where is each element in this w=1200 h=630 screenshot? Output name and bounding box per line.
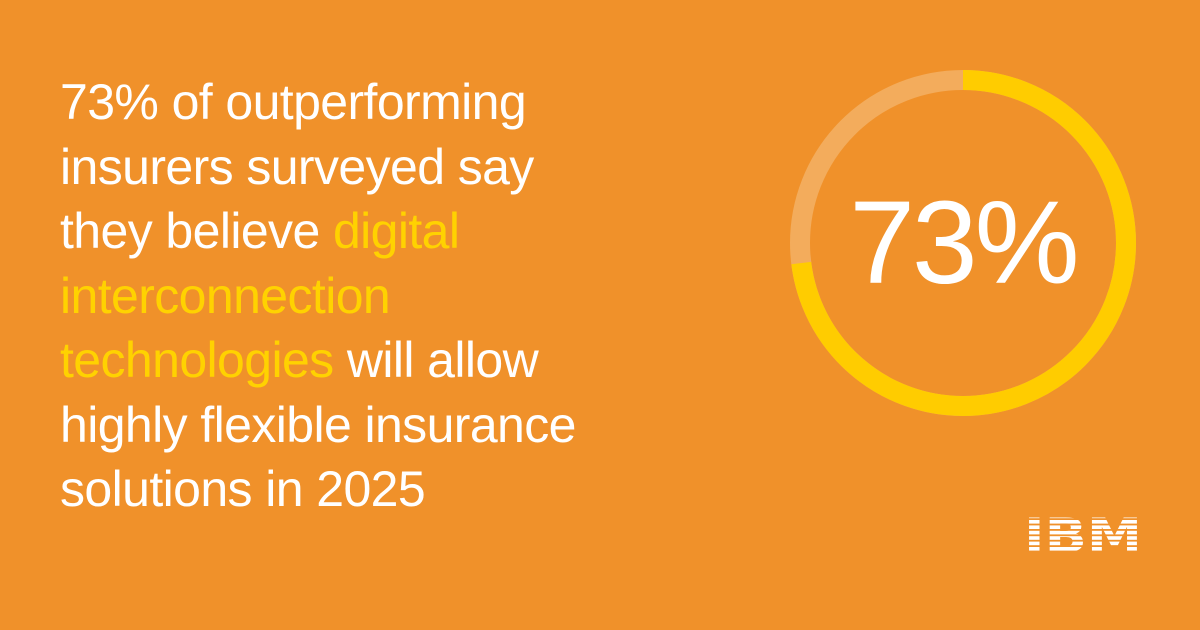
statement-line-7: solutions in 2025 [60, 461, 426, 517]
ring-progress-arc [790, 70, 1136, 416]
ring-graphic [790, 70, 1136, 416]
gauge-percentage-label: 73% [849, 177, 1079, 309]
percentage-ring-gauge: 73% [785, 70, 1141, 416]
highlight-text-technologies: technologies [60, 332, 334, 388]
statement-line-6: highly flexible insurance [60, 396, 576, 453]
highlight-text-interconnection: interconnection [60, 267, 391, 324]
statement-line-1: 73% of outperforming [60, 74, 527, 130]
ibm-logo-lettering: IBM [1024, 514, 1142, 556]
statement-text: 73% of outperforming insurers surveyed s… [60, 70, 620, 522]
statement-line-3-plain: they believe [60, 203, 333, 259]
statement-line-5-plain: will allow [333, 332, 539, 388]
statement-line-3: they believe digital [60, 199, 620, 264]
statement-line-5: technologies will allow [60, 328, 620, 393]
ibm-logo: IBM [1024, 514, 1142, 556]
statement-line-2: insurers surveyed say [60, 138, 534, 195]
highlight-text-digital: digital [332, 203, 460, 259]
